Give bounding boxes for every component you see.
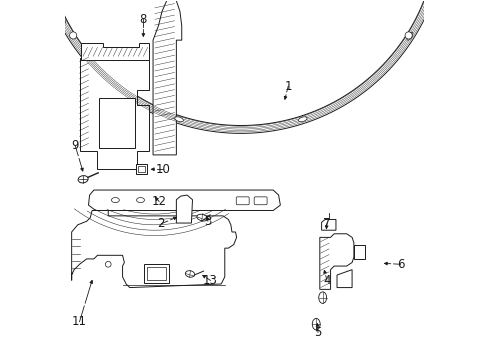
- Bar: [353, 244, 364, 259]
- Ellipse shape: [406, 32, 412, 40]
- Ellipse shape: [60, 16, 65, 24]
- Ellipse shape: [78, 176, 88, 183]
- Circle shape: [69, 32, 77, 39]
- Ellipse shape: [136, 198, 144, 203]
- Polygon shape: [43, 0, 438, 133]
- Ellipse shape: [174, 117, 183, 122]
- Bar: [99, 98, 135, 148]
- Text: 8: 8: [140, 13, 147, 26]
- Text: 13: 13: [203, 274, 218, 287]
- Bar: [147, 267, 165, 280]
- Polygon shape: [176, 195, 192, 223]
- Text: 2: 2: [157, 217, 165, 230]
- Circle shape: [105, 261, 111, 267]
- Ellipse shape: [318, 292, 326, 303]
- Text: 9: 9: [71, 139, 79, 152]
- Polygon shape: [72, 211, 236, 288]
- Ellipse shape: [197, 214, 207, 221]
- Text: 12: 12: [151, 195, 166, 208]
- Text: 7: 7: [323, 217, 330, 230]
- Polygon shape: [319, 234, 353, 289]
- Polygon shape: [88, 190, 280, 211]
- FancyBboxPatch shape: [236, 197, 249, 205]
- Bar: [144, 264, 169, 283]
- Ellipse shape: [312, 319, 320, 330]
- Text: 4: 4: [323, 274, 330, 287]
- Text: 3: 3: [204, 215, 211, 228]
- Polygon shape: [153, 0, 182, 155]
- Ellipse shape: [185, 271, 194, 277]
- Text: 10: 10: [155, 163, 170, 176]
- Polygon shape: [321, 220, 335, 230]
- Circle shape: [404, 32, 411, 39]
- Polygon shape: [81, 43, 149, 60]
- Text: 1: 1: [284, 80, 291, 93]
- Bar: [138, 166, 144, 172]
- Text: 11: 11: [72, 315, 87, 328]
- Bar: [136, 164, 147, 174]
- Text: 5: 5: [314, 326, 321, 339]
- Ellipse shape: [111, 198, 119, 203]
- FancyBboxPatch shape: [254, 197, 266, 205]
- Polygon shape: [336, 270, 351, 288]
- Polygon shape: [80, 58, 149, 169]
- Ellipse shape: [298, 117, 306, 122]
- Text: 6: 6: [396, 258, 404, 271]
- Circle shape: [180, 198, 185, 203]
